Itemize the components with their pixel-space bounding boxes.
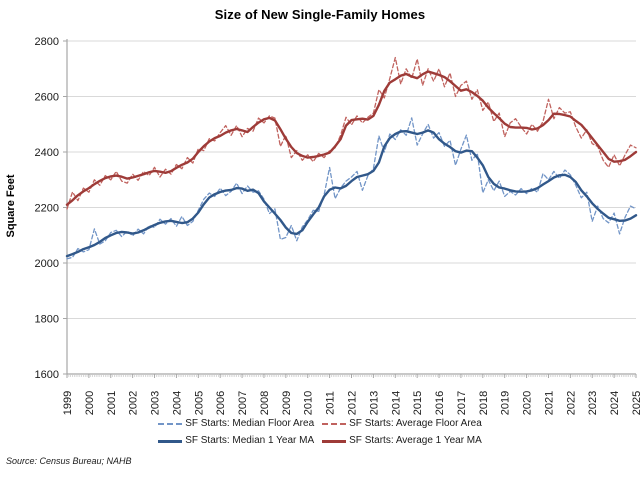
svg-text:2017: 2017 [456, 391, 468, 415]
svg-text:2010: 2010 [303, 391, 315, 415]
x-axis: 1999 2000 2001 2002 2003 2004 2005 2006 2007 2008… [62, 374, 640, 415]
svg-text:2014: 2014 [390, 391, 402, 415]
svg-text:2006: 2006 [215, 391, 227, 415]
chart-legend: SF Starts: Median Floor Area SF Starts: … [0, 418, 640, 446]
legend-item-average-1yr-ma: SF Starts: Average 1 Year MA [322, 435, 482, 446]
svg-text:2013: 2013 [368, 391, 380, 415]
svg-text:2000: 2000 [84, 391, 96, 415]
y-axis: 1600 1800 2000 2200 2400 2600 2800 [35, 36, 67, 381]
svg-text:2004: 2004 [171, 391, 183, 415]
legend-line-sample-icon [322, 439, 347, 443]
series-line-2 [65, 129, 638, 258]
legend-label: SF Starts: Average 1 Year MA [349, 435, 482, 446]
svg-text:2000: 2000 [35, 258, 59, 270]
svg-text:2012: 2012 [347, 391, 359, 415]
svg-text:2007: 2007 [237, 391, 249, 415]
svg-text:2003: 2003 [150, 391, 162, 415]
svg-text:2016: 2016 [434, 391, 446, 415]
svg-text:2200: 2200 [35, 203, 59, 215]
legend-item-median-floor-area: SF Starts: Median Floor Area [158, 418, 314, 429]
svg-text:2019: 2019 [500, 391, 512, 415]
legend-row-2: SF Starts: Median 1 Year MA SF Starts: A… [156, 435, 484, 446]
svg-text:1800: 1800 [35, 314, 59, 326]
source-note: Source: Census Bureau; NAHB [6, 456, 132, 466]
legend-row-1: SF Starts: Median Floor Area SF Starts: … [156, 418, 484, 429]
gridlines [67, 40, 636, 319]
legend-line-sample-icon [322, 423, 347, 425]
svg-text:2001: 2001 [106, 391, 118, 415]
svg-text:2005: 2005 [193, 391, 205, 415]
svg-text:2002: 2002 [128, 391, 140, 415]
axes [66, 39, 636, 375]
series-line-3 [65, 70, 638, 206]
legend-item-average-floor-area: SF Starts: Average Floor Area [322, 418, 482, 429]
svg-text:2008: 2008 [259, 391, 271, 415]
legend-label: SF Starts: Median Floor Area [185, 418, 315, 429]
svg-text:2025: 2025 [631, 391, 640, 415]
svg-text:2020: 2020 [522, 391, 534, 415]
svg-text:1999: 1999 [62, 391, 74, 415]
legend-label: SF Starts: Average Floor Area [349, 418, 482, 429]
svg-text:2400: 2400 [35, 147, 59, 159]
svg-text:2800: 2800 [35, 36, 59, 48]
legend-label: SF Starts: Median 1 Year MA [185, 435, 315, 446]
series-line-1 [66, 56, 637, 210]
legend-line-sample-icon [158, 423, 183, 425]
svg-text:2023: 2023 [587, 391, 599, 415]
legend-item-median-1yr-ma: SF Starts: Median 1 Year MA [158, 435, 314, 446]
y-axis-title: Square Feet [5, 174, 17, 238]
svg-text:1600: 1600 [35, 369, 59, 381]
svg-text:2022: 2022 [565, 391, 577, 415]
svg-text:2015: 2015 [412, 391, 424, 415]
svg-text:2024: 2024 [609, 391, 621, 415]
svg-text:2009: 2009 [281, 391, 293, 415]
svg-text:2018: 2018 [478, 391, 490, 415]
svg-text:2600: 2600 [35, 92, 59, 104]
legend-line-sample-icon [158, 439, 183, 443]
chart-title: Size of New Single-Family Homes [214, 7, 426, 22]
svg-text:2021: 2021 [543, 391, 555, 415]
series-line-0 [66, 117, 637, 260]
svg-text:2011: 2011 [325, 391, 337, 415]
